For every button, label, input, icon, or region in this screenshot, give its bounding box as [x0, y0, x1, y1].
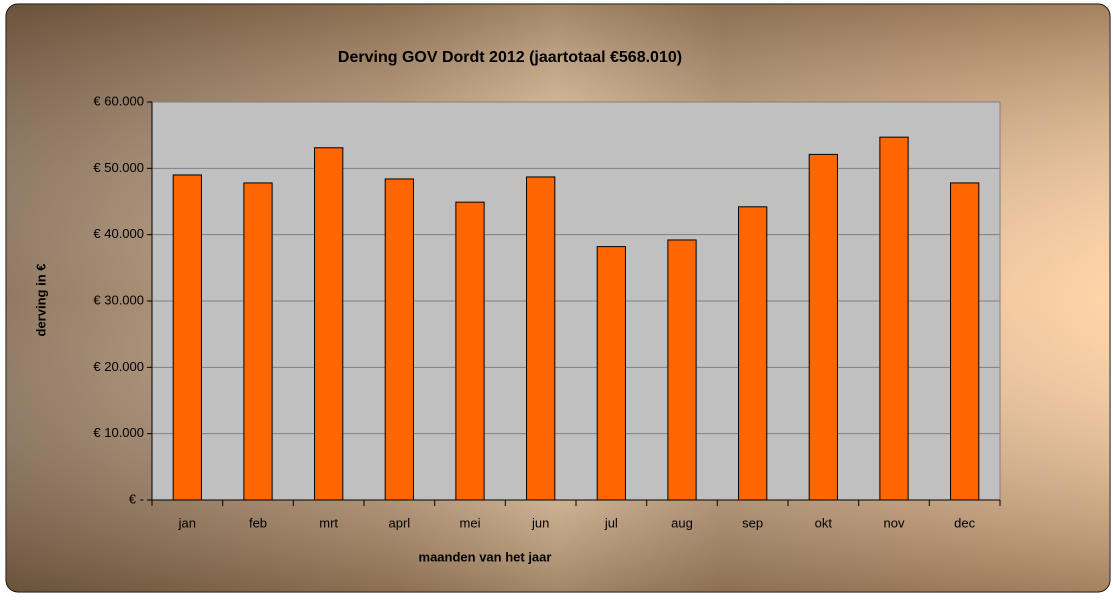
y-tick-label: € 60.000: [93, 93, 144, 108]
y-tick-label: € -: [129, 491, 144, 506]
x-tick-label: okt: [815, 515, 833, 530]
bar: [384, 178, 414, 501]
x-tick-label: sep: [742, 515, 763, 530]
x-axis-title: maanden van het jaar: [419, 549, 552, 564]
y-tick-label: € 50.000: [93, 160, 144, 175]
x-tick-label: feb: [249, 515, 267, 530]
x-tick-label: jul: [604, 515, 618, 530]
bar: [172, 174, 202, 501]
x-tick-label: mei: [460, 515, 481, 530]
chart-title: Derving GOV Dordt 2012 (jaartotaal €568.…: [338, 49, 682, 66]
y-tick-label: € 20.000: [93, 359, 144, 374]
bar: [314, 147, 344, 501]
x-tick-label: jun: [531, 515, 549, 530]
x-tick-label: jan: [178, 515, 196, 530]
x-tick-label: aprl: [388, 515, 410, 530]
bar: [667, 239, 697, 501]
x-tick-label: nov: [884, 515, 905, 530]
bar: [526, 176, 556, 501]
x-tick-label: dec: [954, 515, 975, 530]
bar: [243, 182, 273, 501]
y-axis-title: derving in €: [33, 264, 48, 337]
y-tick-label: € 30.000: [93, 292, 144, 307]
x-tick-label: mrt: [319, 515, 338, 530]
y-tick-label: € 10.000: [93, 425, 144, 440]
bar: [808, 153, 838, 501]
bar: [596, 246, 626, 501]
bar: [455, 201, 485, 501]
bar: [950, 182, 980, 501]
bar: [879, 136, 909, 501]
y-tick-label: € 40.000: [93, 226, 144, 241]
x-tick-label: aug: [671, 515, 693, 530]
bar: [738, 206, 768, 501]
